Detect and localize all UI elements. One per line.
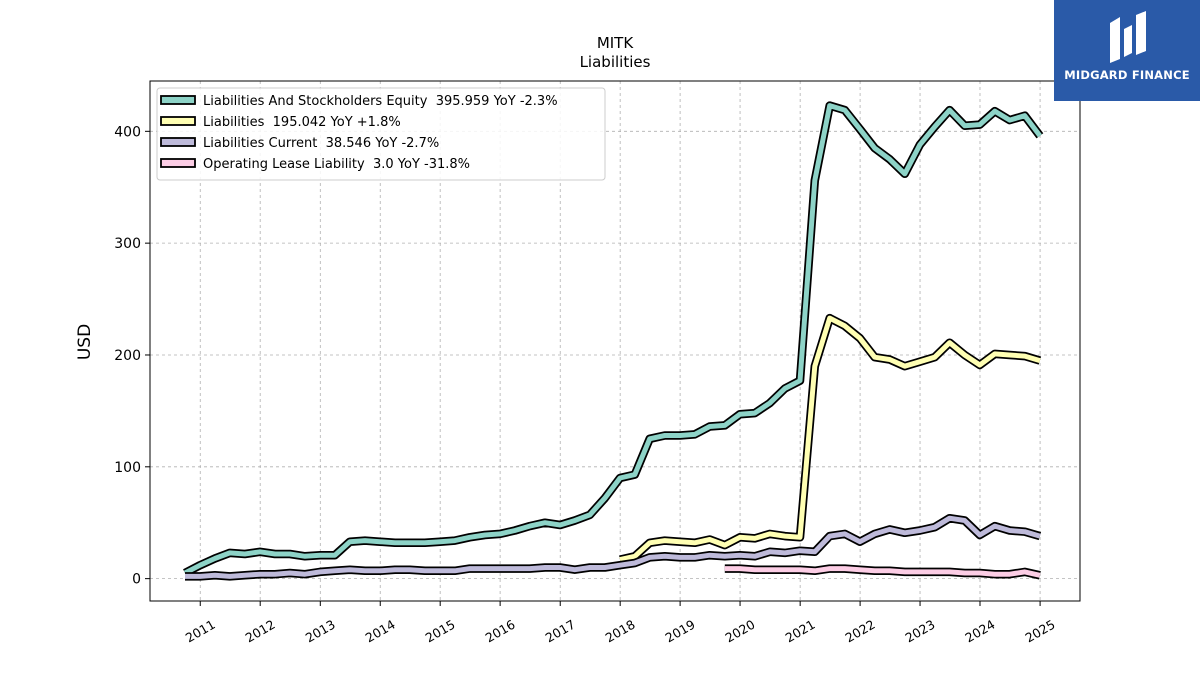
series-line-fill [185, 515, 1041, 579]
series-line [619, 313, 1042, 564]
x-tick-label: 2023 [902, 617, 937, 646]
x-ticks: 2011 2012 2013 2014 2015 2016 2017 2018 2019 2020… [183, 601, 1058, 646]
legend-swatch [160, 116, 196, 126]
x-tick-label: 2021 [783, 617, 818, 646]
legend-swatch [160, 95, 196, 105]
x-tick-label: 2019 [663, 617, 698, 646]
y-tick-label: 100 [114, 460, 141, 476]
legend-label: Liabilities And Stockholders Equity 395.… [203, 94, 558, 109]
series-line-fill [619, 315, 1041, 563]
brand-logo: MIDGARD FINANCE [1054, 0, 1200, 101]
x-tick-label: 2013 [303, 617, 338, 646]
x-tick-label: 2016 [483, 617, 518, 646]
x-tick-label: 2018 [603, 617, 638, 646]
chart-subtitle: Liabilities [580, 53, 651, 71]
brand-name: MIDGARD FINANCE [1064, 68, 1190, 82]
legend-label: Liabilities 195.042 YoY +1.8% [203, 115, 401, 130]
series-line [185, 513, 1042, 581]
x-tick-label: 2014 [363, 617, 398, 646]
y-axis-label: USD [75, 324, 95, 360]
y-tick-label: 300 [114, 236, 141, 252]
chart-title: MITK [597, 34, 635, 52]
legend: Liabilities And Stockholders Equity 395.… [156, 87, 606, 181]
series-line [183, 101, 1044, 577]
y-tick-label: 400 [114, 124, 141, 140]
x-tick-label: 2012 [243, 617, 278, 646]
x-tick-label: 2022 [843, 617, 878, 646]
x-tick-label: 2011 [183, 617, 218, 646]
legend-swatch [160, 137, 196, 147]
series-line-fill [724, 566, 1041, 578]
legend-label: Operating Lease Liability 3.0 YoY -31.8% [203, 157, 470, 172]
plot-frame [149, 80, 1081, 602]
series-layer [183, 101, 1044, 581]
y-ticks: 0 100 200 300 400 [114, 124, 150, 588]
x-tick-label: 2020 [723, 617, 758, 646]
y-tick-label: 0 [132, 572, 141, 588]
midgard-logo-icon [1110, 11, 1146, 63]
y-tick-label: 200 [114, 348, 141, 364]
legend-label: Liabilities Current 38.546 YoY -2.7% [203, 136, 439, 151]
legend-swatch [160, 158, 196, 168]
series-line-fill [183, 103, 1042, 576]
legend-box [156, 87, 606, 181]
x-tick-label: 2024 [962, 617, 997, 646]
x-tick-label: 2025 [1023, 617, 1058, 646]
x-tick-label: 2015 [423, 617, 458, 646]
x-tick-label: 2017 [543, 617, 578, 646]
series-line [724, 564, 1041, 580]
